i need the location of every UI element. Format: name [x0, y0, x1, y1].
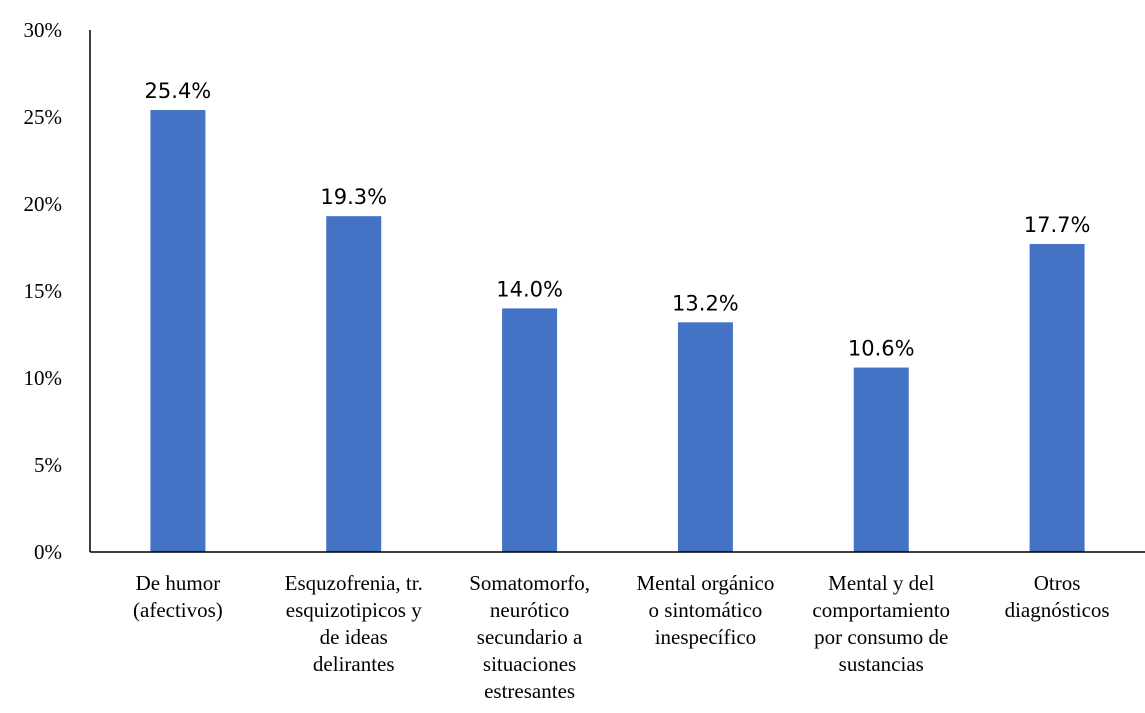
y-tick-label: 10%	[24, 366, 63, 390]
bar	[853, 367, 909, 552]
y-axis-ticks: 0% 5% 10% 15% 20% 25% 30%	[24, 18, 63, 564]
category-label: Esquzofrenia, tr. esquizotipicos y de idea…	[285, 571, 423, 676]
bar	[502, 308, 558, 552]
category-label: De humor (afectivos)	[133, 571, 223, 622]
data-labels: 25.4% 19.3% 14.0% 13.2% 10.6% 17.7%	[145, 79, 1091, 361]
x-axis-categories: De humor (afectivos) Esquzofrenia, tr. esqu…	[133, 571, 1110, 703]
category-label: Mental y del comportamiento por consumo de…	[812, 571, 950, 676]
bar	[326, 216, 382, 552]
data-label: 25.4%	[145, 79, 212, 103]
category-label: Somatomorfo, neurótico secundario a situaci…	[469, 571, 590, 703]
y-tick-label: 25%	[24, 105, 63, 129]
y-tick-label: 0%	[34, 540, 62, 564]
y-tick-label: 20%	[24, 192, 63, 216]
y-tick-label: 15%	[24, 279, 63, 303]
data-label: 14.0%	[496, 277, 563, 301]
category-label: Otros diagnósticos	[1005, 571, 1110, 622]
data-label: 10.6%	[848, 337, 915, 361]
data-label: 13.2%	[672, 291, 739, 315]
bars	[150, 110, 1085, 552]
bar	[150, 110, 206, 552]
y-tick-label: 30%	[24, 18, 63, 42]
bar	[1029, 244, 1085, 552]
category-label: Mental orgánico o sintomático inespecífico	[637, 571, 775, 649]
data-label: 17.7%	[1024, 213, 1091, 237]
y-tick-label: 5%	[34, 453, 62, 477]
bar	[677, 322, 733, 552]
data-label: 19.3%	[320, 185, 387, 209]
